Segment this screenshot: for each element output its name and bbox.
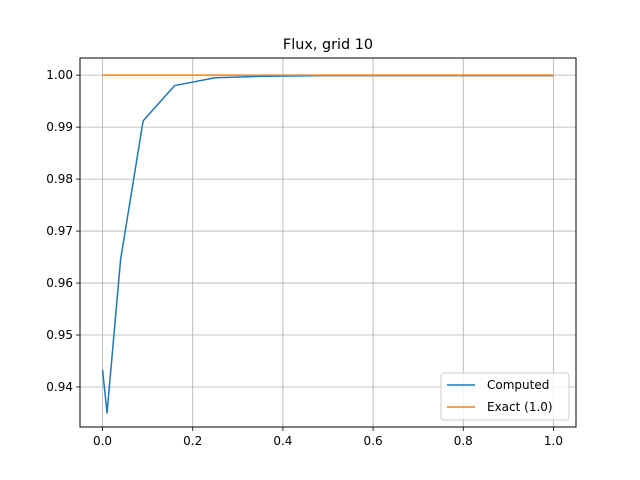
x-tick-label: 0.2 bbox=[183, 434, 202, 448]
series-lines bbox=[101, 74, 554, 414]
y-tick-label: 0.99 bbox=[46, 120, 73, 134]
x-tick-label: 0.6 bbox=[364, 434, 383, 448]
y-tick-label: 0.96 bbox=[46, 276, 73, 290]
x-tick-label: 1.0 bbox=[544, 434, 563, 448]
y-tick-label: 0.98 bbox=[46, 172, 73, 186]
x-tick-label: 0.0 bbox=[93, 434, 112, 448]
x-tick-label: 0.4 bbox=[273, 434, 292, 448]
y-tick-label: 1.00 bbox=[46, 68, 73, 82]
y-tick-label: 0.97 bbox=[46, 224, 73, 238]
plot-area-frame bbox=[79, 57, 577, 428]
axis-ticks: 0.0 0.2 0.4 0.6 0.8 1.0 0.94 0.95 0.96 0.97 0.98 0.… bbox=[46, 68, 563, 448]
y-tick-label: 0.95 bbox=[46, 328, 73, 342]
x-tick-label: 0.8 bbox=[454, 434, 473, 448]
chart-title: Flux, grid 10 bbox=[283, 37, 373, 53]
grid-lines bbox=[80, 58, 576, 427]
y-tick-label: 0.94 bbox=[46, 380, 73, 394]
legend: Computed Exact (1.0) bbox=[440, 372, 570, 421]
legend-label-computed: Computed bbox=[487, 378, 549, 392]
legend-label-exact: Exact (1.0) bbox=[487, 400, 553, 414]
